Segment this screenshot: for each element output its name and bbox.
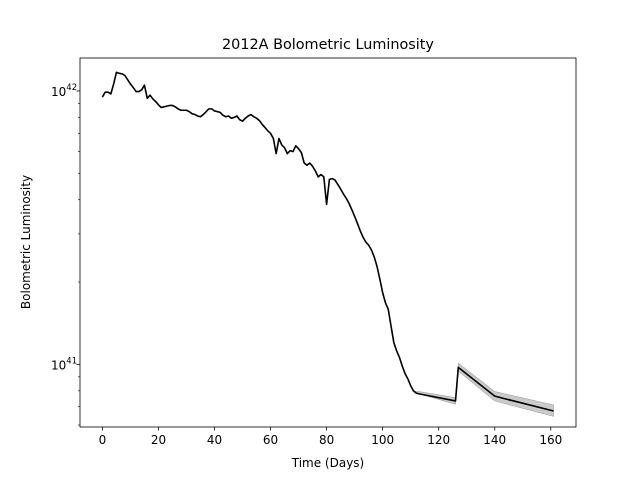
chart-title: 2012A Bolometric Luminosity — [222, 37, 434, 53]
series-line-layer — [101, 71, 554, 412]
x-tick-label: 60 — [263, 433, 278, 447]
x-tick-label: 100 — [371, 433, 394, 447]
x-axis-label: Time (Days) — [291, 456, 365, 470]
y-tick-label: 1041 — [51, 356, 77, 372]
y-axis-label: Bolometric Luminosity — [19, 175, 33, 309]
x-tick-label: 40 — [207, 433, 222, 447]
y-tick-label: 1042 — [51, 83, 77, 99]
x-tick-label: 0 — [99, 433, 107, 447]
x-tick-label: 20 — [151, 433, 166, 447]
luminosity-line — [101, 71, 554, 412]
x-axis-ticks: 0 20 40 60 80 100 120 140 160 — [99, 427, 562, 447]
x-tick-label: 120 — [427, 433, 450, 447]
x-tick-label: 160 — [539, 433, 562, 447]
x-tick-label: 140 — [483, 433, 506, 447]
plot-frame — [79, 57, 577, 428]
y-axis-ticks: 1041 1042 — [51, 83, 80, 426]
x-tick-label: 80 — [319, 433, 334, 447]
